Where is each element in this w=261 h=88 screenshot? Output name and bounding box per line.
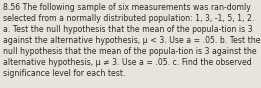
Text: 8.56 The following sample of six measurements was ran-domly
selected from a norm: 8.56 The following sample of six measure… — [3, 3, 261, 78]
